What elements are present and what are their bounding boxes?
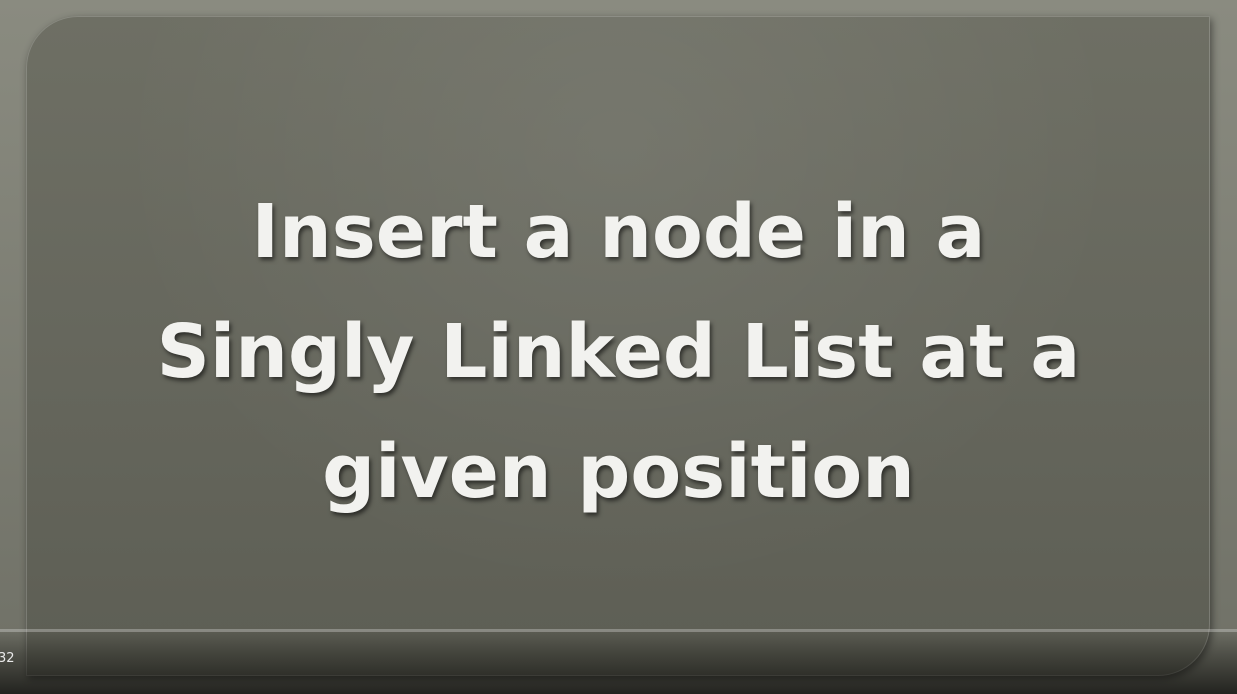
- slide-title-line-1: Insert a node in a: [251, 189, 986, 275]
- progress-bar[interactable]: [0, 629, 1237, 632]
- slide-title-line-3: given position: [322, 429, 915, 515]
- slide-title: Insert a node in a Singly Linked List at…: [100, 172, 1137, 532]
- slide-title-line-2: Singly Linked List at a: [156, 309, 1081, 395]
- player-controls-bar: [0, 628, 1237, 694]
- slide-panel: [26, 16, 1210, 676]
- time-readout: 32: [0, 651, 15, 666]
